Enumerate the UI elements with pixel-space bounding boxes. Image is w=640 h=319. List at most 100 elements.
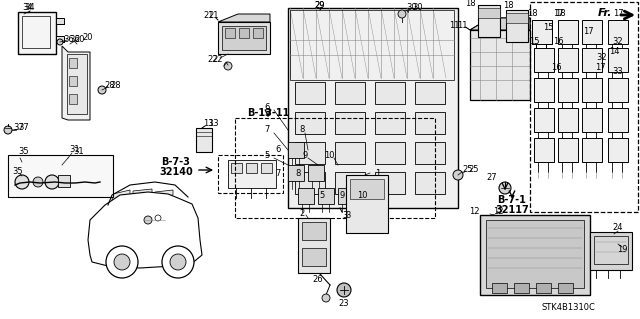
Text: 32: 32: [596, 54, 607, 63]
Bar: [558, 78, 578, 102]
Text: 12: 12: [470, 207, 480, 217]
Text: 15: 15: [543, 24, 553, 33]
Text: 12: 12: [493, 206, 503, 216]
Polygon shape: [155, 190, 173, 197]
Text: 1: 1: [376, 168, 381, 177]
Bar: [415, 172, 445, 194]
Bar: [346, 175, 388, 233]
Text: 20: 20: [82, 33, 93, 42]
Circle shape: [162, 246, 194, 278]
Text: 35: 35: [18, 147, 29, 157]
Text: 26: 26: [313, 276, 323, 285]
Circle shape: [33, 177, 43, 187]
Bar: [558, 48, 578, 72]
Text: 23: 23: [339, 299, 349, 308]
Bar: [288, 165, 304, 181]
Bar: [534, 48, 554, 72]
Bar: [530, 2, 638, 212]
Bar: [308, 165, 324, 181]
Bar: [225, 28, 235, 38]
Bar: [69, 58, 77, 68]
Bar: [196, 128, 212, 152]
Text: 10: 10: [356, 191, 367, 201]
Text: 29: 29: [315, 1, 325, 10]
Bar: [582, 138, 602, 162]
Text: 31: 31: [70, 145, 80, 154]
Circle shape: [322, 294, 330, 302]
Text: 19: 19: [617, 246, 627, 255]
Text: 24: 24: [612, 222, 623, 232]
Bar: [67, 54, 87, 114]
Bar: [514, 283, 529, 293]
Text: 18: 18: [502, 1, 513, 10]
Polygon shape: [470, 18, 530, 30]
Circle shape: [144, 216, 152, 224]
Text: 7: 7: [275, 168, 281, 177]
Bar: [608, 20, 628, 44]
Circle shape: [398, 10, 406, 18]
Bar: [582, 108, 602, 132]
Bar: [218, 22, 270, 54]
Bar: [290, 10, 454, 80]
Bar: [506, 10, 528, 42]
Text: 33: 33: [612, 68, 623, 77]
Bar: [335, 112, 365, 134]
Bar: [69, 94, 77, 104]
Polygon shape: [112, 190, 130, 200]
Text: 27: 27: [486, 174, 497, 182]
Text: 35: 35: [13, 167, 23, 176]
Text: 30: 30: [412, 4, 422, 12]
Text: Fr.: Fr.: [598, 8, 612, 18]
Text: 31: 31: [73, 147, 84, 157]
Text: 7: 7: [264, 125, 270, 135]
Text: 6: 6: [275, 145, 281, 154]
Bar: [608, 78, 628, 102]
Bar: [222, 26, 266, 50]
Bar: [335, 82, 365, 104]
Bar: [288, 142, 304, 158]
Bar: [532, 20, 552, 44]
Bar: [295, 172, 325, 194]
Text: 20: 20: [75, 35, 85, 44]
Bar: [288, 8, 458, 208]
Bar: [231, 163, 242, 173]
Text: 34: 34: [25, 4, 35, 12]
Bar: [532, 20, 552, 44]
Bar: [302, 248, 326, 266]
Text: 13: 13: [203, 118, 213, 128]
Text: 5: 5: [265, 151, 270, 160]
Bar: [295, 82, 325, 104]
Circle shape: [453, 170, 463, 180]
Bar: [375, 142, 405, 164]
Bar: [558, 20, 578, 44]
Bar: [261, 163, 272, 173]
Bar: [534, 108, 554, 132]
Polygon shape: [88, 192, 202, 268]
Text: 15: 15: [529, 38, 540, 47]
Bar: [18, 12, 56, 54]
Text: 3: 3: [342, 211, 348, 219]
Text: 17: 17: [582, 27, 593, 36]
Bar: [558, 138, 578, 162]
Bar: [534, 78, 554, 102]
Bar: [350, 179, 384, 199]
Text: B-13-11: B-13-11: [247, 108, 289, 118]
Text: 18: 18: [555, 10, 565, 19]
Text: 18: 18: [465, 0, 476, 8]
Text: 11: 11: [457, 20, 467, 29]
Bar: [608, 48, 628, 72]
Circle shape: [98, 86, 106, 94]
Text: 22: 22: [207, 56, 218, 64]
Circle shape: [170, 254, 186, 270]
Bar: [58, 175, 70, 187]
Text: 32117: 32117: [495, 205, 529, 215]
Text: 2: 2: [300, 209, 305, 218]
Bar: [69, 76, 77, 86]
Polygon shape: [133, 189, 152, 196]
Text: 14: 14: [609, 48, 620, 56]
Text: STK4B1310C: STK4B1310C: [541, 303, 595, 313]
Text: 25: 25: [468, 166, 479, 174]
Text: 29: 29: [315, 1, 325, 10]
Bar: [335, 142, 365, 164]
Text: 36: 36: [69, 35, 80, 44]
